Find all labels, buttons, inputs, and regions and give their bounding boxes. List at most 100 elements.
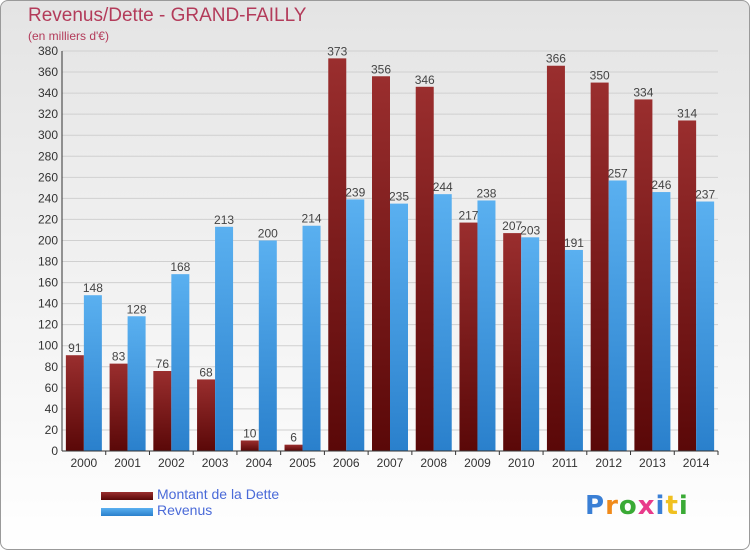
value-labels: 91 148 83 128 76 168 68 213 10 200 6 214 373 239 356 23…: [68, 44, 715, 444]
bar-revenus: [608, 180, 627, 451]
value-label-revenus: 235: [389, 190, 409, 204]
chart-title: Revenus/Dette - GRAND-FAILLY: [28, 5, 307, 26]
y-tick-label: 40: [45, 402, 59, 416]
value-label-revenus: 257: [608, 166, 628, 180]
legend-swatch-revenus: [101, 508, 153, 516]
bar-dette: [634, 99, 653, 451]
value-label-dette: 6: [290, 431, 297, 445]
y-tick-label: 120: [38, 318, 58, 332]
x-tick-label: 2001: [114, 456, 141, 470]
logo-letter: i: [678, 491, 689, 521]
y-tick-label: 380: [38, 44, 58, 58]
bar-revenus: [433, 194, 452, 451]
y-axis-ticks: 0 20 40 60 80 100 120 140 160 180 200 220 240 260 280 3…: [38, 44, 58, 458]
y-tick-label: 60: [45, 381, 59, 395]
bar-revenus: [127, 316, 146, 451]
value-label-dette: 68: [199, 365, 213, 379]
x-tick-label: 2010: [508, 456, 535, 470]
bar-dette: [372, 76, 390, 452]
x-tick-label: 2014: [683, 456, 710, 470]
y-tick-label: 140: [38, 297, 58, 311]
logo-letter: o: [618, 491, 638, 521]
x-tick-label: 2008: [420, 456, 447, 470]
bar-revenus: [564, 249, 583, 451]
logo-letter: P: [585, 491, 606, 521]
y-tick-label: 320: [38, 107, 58, 121]
y-tick-label: 100: [38, 339, 58, 353]
value-label-revenus: 246: [651, 178, 671, 192]
bars: [65, 58, 715, 452]
bar-revenus: [346, 199, 365, 451]
bar-revenus: [696, 201, 715, 451]
value-label-dette: 366: [546, 52, 566, 66]
y-tick-label: 0: [51, 444, 58, 458]
y-tick-label: 240: [38, 191, 58, 205]
bar-dette: [240, 440, 259, 451]
value-label-dette: 10: [243, 426, 257, 440]
bar-revenus: [302, 225, 321, 451]
logo-letter: x: [637, 491, 656, 521]
value-label-dette: 83: [112, 350, 126, 364]
bar-dette: [415, 86, 434, 451]
y-tick-label: 340: [38, 86, 58, 100]
bar-revenus: [171, 274, 190, 451]
y-tick-label: 260: [38, 170, 58, 184]
value-label-revenus: 191: [564, 236, 584, 250]
y-tick-label: 360: [38, 65, 58, 79]
x-tick-label: 2005: [289, 456, 316, 470]
bar-revenus: [215, 226, 234, 451]
value-label-dette: 91: [68, 341, 82, 355]
bar-dette: [503, 233, 522, 451]
value-label-dette: 356: [371, 62, 391, 76]
y-tick-label: 80: [45, 360, 59, 374]
legend-swatch-dette: [101, 492, 153, 500]
value-label-dette: 373: [327, 44, 347, 58]
chart-subtitle: (en milliers d'€): [28, 29, 109, 43]
bar-dette: [153, 371, 172, 451]
bar-dette: [590, 82, 609, 451]
y-tick-label: 300: [38, 128, 58, 142]
value-label-revenus: 244: [433, 180, 453, 194]
value-label-revenus: 128: [127, 302, 147, 316]
bar-revenus: [258, 240, 277, 451]
value-label-revenus: 238: [476, 186, 496, 200]
bar-dette: [65, 355, 84, 451]
value-label-revenus: 214: [302, 212, 322, 226]
bar-dette: [459, 222, 478, 451]
y-tick-label: 220: [38, 212, 58, 226]
bar-dette: [328, 58, 347, 452]
bar-dette: [109, 363, 128, 451]
x-tick-label: 2006: [333, 456, 360, 470]
x-tick-label: 2009: [464, 456, 491, 470]
x-tick-label: 2004: [245, 456, 272, 470]
logo-letter: i: [655, 491, 666, 521]
value-label-dette: 314: [677, 106, 697, 120]
value-label-dette: 334: [633, 85, 653, 99]
x-axis-ticks: 2000 2001 2002 2003 2004 2005 2006 2007 2008 2009…: [71, 451, 719, 470]
value-label-dette: 207: [502, 219, 522, 233]
bar-revenus: [83, 295, 102, 451]
bar-revenus: [477, 200, 496, 451]
value-label-revenus: 168: [170, 260, 190, 274]
x-tick-label: 2000: [71, 456, 98, 470]
y-tick-label: 180: [38, 255, 58, 269]
bar-revenus: [390, 203, 408, 451]
value-label-dette: 76: [156, 357, 170, 371]
bar-revenus: [521, 237, 540, 451]
value-label-dette: 350: [590, 69, 610, 83]
y-tick-label: 200: [38, 233, 58, 247]
bar-dette: [678, 120, 697, 451]
x-tick-label: 2002: [158, 456, 185, 470]
bar-dette: [284, 444, 303, 451]
x-tick-label: 2012: [595, 456, 622, 470]
value-label-dette: 346: [415, 73, 435, 87]
x-tick-label: 2011: [552, 456, 578, 470]
x-tick-label: 2013: [639, 456, 666, 470]
y-tick-label: 280: [38, 149, 58, 163]
y-tick-label: 20: [45, 423, 59, 437]
value-label-revenus: 213: [214, 213, 234, 227]
bar-revenus: [652, 192, 671, 452]
value-label-revenus: 148: [83, 281, 103, 295]
x-tick-label: 2007: [377, 456, 404, 470]
